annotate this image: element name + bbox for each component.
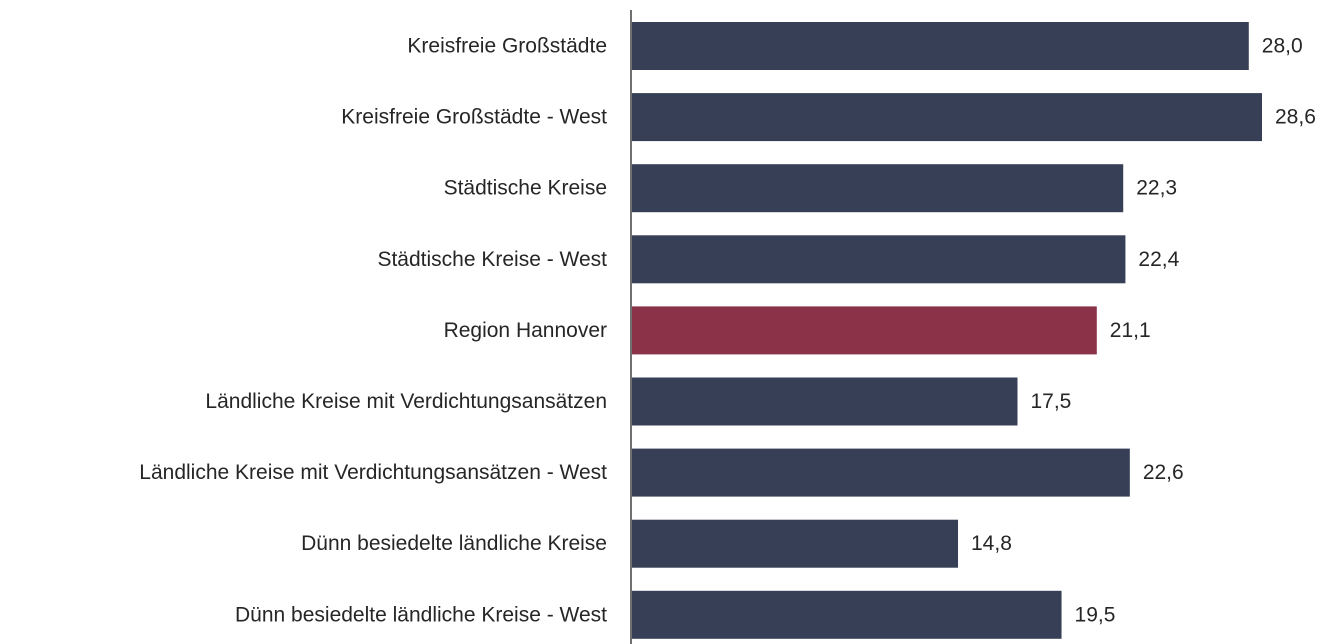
bar (632, 235, 1126, 284)
bar (632, 306, 1097, 355)
value-label: 17,5 (1030, 390, 1071, 413)
category-label: Ländliche Kreise mit Verdichtungsansätze… (139, 461, 607, 484)
value-label: 28,0 (1262, 35, 1303, 58)
category-label: Region Hannover (444, 319, 607, 342)
value-label: 28,6 (1275, 106, 1316, 129)
category-label: Städtische Kreise - West (377, 248, 607, 271)
bar (632, 22, 1249, 70)
category-label: Dünn besiedelte ländliche Kreise - West (235, 603, 607, 626)
bar (632, 448, 1130, 497)
category-label: Dünn besiedelte ländliche Kreise (301, 532, 607, 555)
value-label: 14,8 (971, 532, 1012, 555)
value-label: 19,5 (1075, 603, 1116, 626)
category-label: Kreisfreie Großstädte - West (341, 106, 607, 129)
value-label: 22,3 (1136, 177, 1177, 200)
bar (632, 164, 1124, 213)
value-label: 22,4 (1138, 248, 1179, 271)
bar (632, 93, 1262, 142)
bar (632, 377, 1018, 426)
value-label: 22,6 (1143, 461, 1184, 484)
bar (632, 590, 1062, 639)
category-label: Kreisfreie Großstädte (407, 35, 607, 58)
value-label: 21,1 (1110, 319, 1151, 342)
bar (632, 519, 959, 568)
category-label: Ländliche Kreise mit Verdichtungsansätze… (205, 390, 607, 413)
category-label: Städtische Kreise (444, 177, 607, 200)
